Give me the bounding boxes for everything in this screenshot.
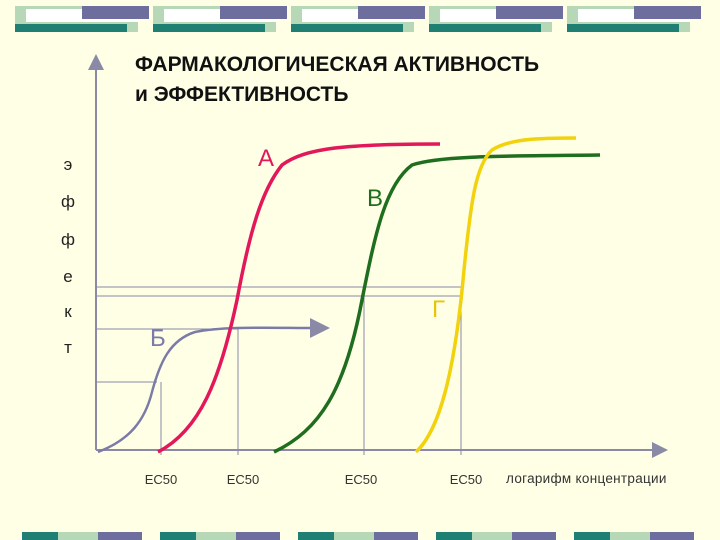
y-axis-letter: т (64, 338, 72, 357)
curve-label-b: Б (150, 325, 166, 352)
deco-block (567, 6, 701, 32)
curve-g (414, 136, 577, 454)
y-axis-letter: ф (61, 192, 75, 211)
ec50-label: EC50 (226, 472, 260, 487)
ec50-label: EC50 (344, 472, 378, 487)
curve-label-v: В (367, 185, 384, 212)
curve-b (97, 317, 330, 454)
y-axis-letter: к (64, 302, 72, 321)
title-line-1: ФАРМАКОЛОГИЧЕСКАЯ АКТИВНОСТЬ (135, 53, 540, 76)
deco-block (429, 6, 563, 32)
ec50-label: EC50 (449, 472, 483, 487)
deco-block (153, 6, 287, 32)
x-axis-title: логарифм концентрации (506, 471, 667, 486)
top-decorative-bar (15, 6, 701, 32)
ec50-label: EC50 (144, 472, 178, 487)
curve-label-g: Г (432, 296, 445, 323)
y-axis-letter: ф (61, 230, 75, 249)
y-axis-letter: е (63, 267, 73, 286)
y-axis-letter: э (63, 155, 73, 174)
deco-block (291, 6, 425, 32)
page-title: ФАРМАКОЛОГИЧЕСКАЯ АКТИВНОСТЬ и ЭФФЕКТИВН… (135, 50, 715, 110)
bottom-decorative-bar (22, 532, 694, 540)
curve-a (157, 142, 441, 454)
curve-v (273, 153, 601, 454)
curve-label-a: А (258, 145, 275, 172)
title-line-2: и ЭФФЕКТИВНОСТЬ (135, 83, 349, 106)
deco-block (15, 6, 149, 32)
